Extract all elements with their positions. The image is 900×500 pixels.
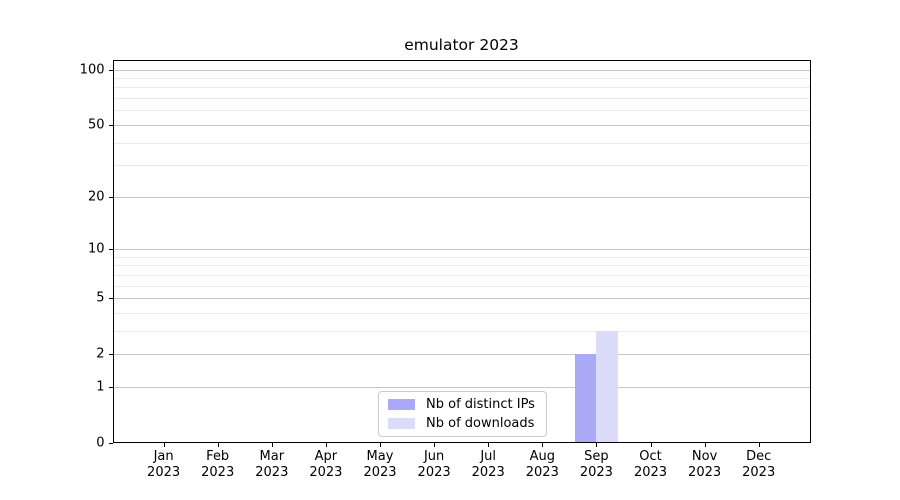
x-tick-mark xyxy=(542,443,544,447)
x-tick-label: Apr 2023 xyxy=(309,449,343,480)
legend-label-downloads: Nb of downloads xyxy=(426,416,535,431)
y-tick-mark xyxy=(108,124,113,126)
x-tick-label: Feb 2023 xyxy=(201,449,235,480)
y-tick-label: 2 xyxy=(96,346,105,362)
x-tick-label: Aug 2023 xyxy=(525,449,559,480)
legend-item-downloads: Nb of downloads xyxy=(388,416,537,431)
gridline-minor xyxy=(112,330,811,332)
x-tick-mark xyxy=(650,443,652,447)
x-tick-mark xyxy=(488,443,490,447)
legend-label-distinct-ips: Nb of distinct IPs xyxy=(426,397,535,412)
y-tick-mark xyxy=(108,69,113,71)
y-tick-label: 20 xyxy=(87,189,105,205)
gridline-minor xyxy=(112,98,811,99)
y-tick-label: 50 xyxy=(87,117,105,133)
gridline-minor xyxy=(112,78,811,79)
y-tick-mark xyxy=(108,298,113,299)
legend: Nb of distinct IPs Nb of downloads xyxy=(378,391,547,437)
gridline-major xyxy=(112,248,811,250)
y-tick-mark xyxy=(108,196,113,198)
x-tick-mark xyxy=(596,443,598,447)
bar-distinct-ips xyxy=(574,354,597,442)
legend-item-distinct-ips: Nb of distinct IPs xyxy=(388,397,537,412)
legend-swatch-distinct-ips xyxy=(388,399,415,410)
x-tick-label: Oct 2023 xyxy=(633,449,668,480)
chart-title: emulator 2023 xyxy=(404,36,519,54)
y-tick-label: 0 xyxy=(96,435,105,451)
x-tick-label: Dec 2023 xyxy=(742,449,776,480)
gridline-minor xyxy=(112,87,811,89)
x-tick-label: Jul 2023 xyxy=(471,449,505,480)
x-tick-mark xyxy=(758,443,760,447)
y-tick-label: 100 xyxy=(79,62,105,77)
y-tick-label: 1 xyxy=(96,379,105,395)
y-tick-mark xyxy=(108,354,113,356)
x-tick-label: Jan 2023 xyxy=(147,449,181,480)
gridline-major xyxy=(112,196,811,198)
bar-downloads xyxy=(596,330,618,442)
gridline-major xyxy=(112,124,811,126)
gridline-major xyxy=(112,69,811,71)
gridline-minor xyxy=(112,274,811,276)
gridline-major xyxy=(112,298,811,299)
x-tick-label: Mar 2023 xyxy=(255,449,289,480)
x-tick-mark xyxy=(163,443,165,447)
x-tick-mark xyxy=(271,443,273,447)
y-tick-mark xyxy=(108,248,113,250)
x-tick-mark xyxy=(325,443,327,447)
x-tick-mark xyxy=(380,443,381,447)
y-tick-label: 10 xyxy=(87,241,105,257)
gridline-minor xyxy=(112,165,811,167)
y-tick-mark xyxy=(108,386,113,388)
x-tick-label: Nov 2023 xyxy=(688,449,722,480)
x-tick-mark xyxy=(217,443,219,447)
gridline-minor xyxy=(112,142,811,144)
gridline-minor xyxy=(112,312,811,314)
y-tick-label: 5 xyxy=(96,290,105,306)
x-tick-mark xyxy=(434,443,436,447)
y-tick-mark xyxy=(108,443,113,444)
gridline-minor xyxy=(112,256,811,258)
x-tick-label: Sep 2023 xyxy=(579,449,613,480)
legend-swatch-downloads xyxy=(388,418,415,429)
plot-frame xyxy=(112,60,811,443)
x-tick-mark xyxy=(704,443,706,447)
x-tick-label: May 2023 xyxy=(363,449,397,480)
x-tick-label: Jun 2023 xyxy=(417,449,451,480)
gridline-minor xyxy=(112,265,811,267)
gridline-major xyxy=(112,386,811,388)
gridline-major xyxy=(112,354,811,356)
gridline-minor xyxy=(112,110,811,112)
gridline-minor xyxy=(112,285,811,287)
